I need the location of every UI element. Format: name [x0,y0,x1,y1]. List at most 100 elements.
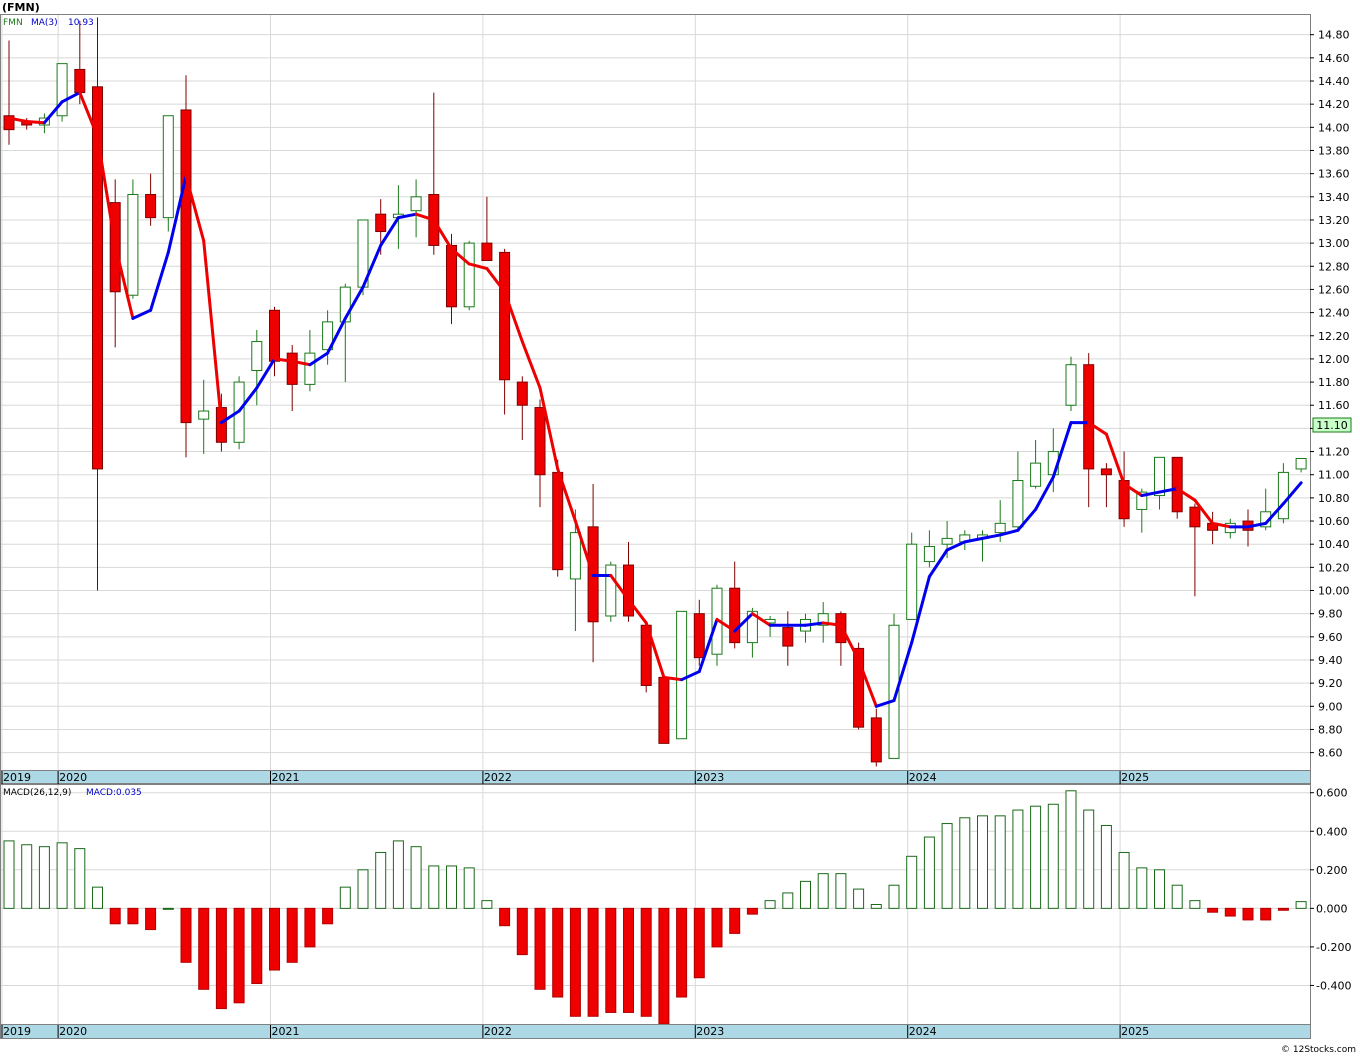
candle-body-up [1277,471,1289,520]
candle-body-up [127,193,139,296]
ma-segment [131,308,153,320]
price-y-axis: 14.80 14.60 14.40 14.20 14.00 13.80 13.60 13.40… [1310,29,1350,760]
candle [127,179,139,299]
price-x-tick-label: 2024 [909,771,937,784]
macd-x-tick-label: 2022 [484,1025,512,1038]
ma-segment [520,340,542,390]
footer-watermark: © 12Stocks.com [1281,1045,1356,1055]
candle [1295,458,1307,473]
ma-segment [202,239,223,425]
macd-bar-positive [959,817,971,909]
candle-body-down [145,193,157,219]
price-y-tick-label: 13.80 [1318,144,1350,157]
candle-body-down [180,109,192,424]
candle-body-down [1189,506,1201,528]
ma-segment [255,357,276,390]
candle-body-down [3,115,15,131]
candle-body-up [1012,480,1024,528]
ma-segment [981,533,1002,540]
candle [1083,353,1095,508]
ma-segment [733,612,754,633]
price-y-tick-label: 9.00 [1318,700,1343,713]
legend-ma-value: 10.93 [68,18,94,28]
candle-body-up [941,537,953,545]
ma-segment [1087,421,1108,436]
macd-bar-positive [446,865,457,909]
candle-body-down [1100,468,1112,476]
last-price-label: 11.10 [1316,419,1348,432]
candle [56,63,68,122]
ma-segment [326,316,347,355]
candle-body-up [906,543,918,620]
ma-segment [1140,490,1161,498]
macd-y-tick-label: -0.200 [1316,941,1351,954]
candle-body-down [1171,456,1183,513]
ma-segment [1104,432,1126,486]
price-y-tick-label: 12.60 [1318,283,1350,296]
price-x-tick-label: 2025 [1121,771,1149,784]
ma-segment [804,621,825,627]
price-x-tick-label: 2022 [484,771,512,784]
macd-bar-positive [92,886,103,909]
candle [693,599,705,666]
last-price-tag [1312,417,1352,433]
candle [569,509,581,632]
ma-segment [184,174,206,243]
ma-segment [1264,502,1285,525]
macd-legend-value: MACD:0.035 [86,788,142,798]
price-y-tick-label: 11.80 [1318,376,1350,389]
candle-body-up [1154,456,1165,497]
candle-body-down [286,352,298,385]
ma-segment [715,617,737,633]
macd-bar-positive [1100,824,1112,909]
macd-bar-positive [410,846,422,909]
ma-segment [273,357,294,363]
macd-bar-negative [286,907,298,963]
candle [304,329,316,392]
macd-bar-positive [1012,809,1024,909]
macd-bar-negative [729,907,741,934]
ma-segment [1211,521,1232,529]
macd-x-axis: 2019 2020 2021 2022 2023 2024 2025 [1,1025,1149,1038]
candle [1100,463,1112,508]
macd-bar-negative [746,907,758,915]
candle-body-down [693,613,705,659]
macd-x-tick-label: 2019 [3,1025,31,1038]
macd-bar-negative [587,907,599,1017]
candle [251,329,263,406]
ma-segment [42,100,64,125]
candle-body-down [375,213,387,233]
ma-segment [697,617,719,674]
macd-bar-positive [1030,805,1042,909]
candle [286,345,298,412]
price-x-tick-label: 2019 [3,771,31,784]
candle [410,179,422,238]
macd-bar-positive [392,840,404,909]
candle-body-up [888,624,900,759]
candle [605,561,617,622]
macd-bar-positive [56,842,68,909]
ma-segment [60,91,82,104]
macd-bar-positive [764,900,776,909]
price-y-tick-label: 12.00 [1318,353,1350,366]
candle-body-down [658,676,670,744]
candle [888,613,900,759]
macd-bar-positive [782,892,794,909]
candle [481,196,493,261]
macd-bar-negative [658,907,670,1025]
ma-segment [839,623,861,662]
ma-segment [963,536,984,544]
candle [534,399,546,508]
ma-segment [609,573,630,602]
macd-bar-positive [817,873,829,909]
candle-body-down [481,242,493,261]
ma-segment [414,212,436,222]
price-y-tick-label: 13.20 [1318,214,1350,227]
price-y-tick-label: 10.80 [1318,492,1350,505]
ma-segment [821,621,843,627]
price-y-tick-label: 9.40 [1318,654,1343,667]
macd-bar-positive [870,904,882,909]
ma-segment [644,621,666,679]
ma-segment [149,250,170,312]
ma-segment [627,598,648,625]
